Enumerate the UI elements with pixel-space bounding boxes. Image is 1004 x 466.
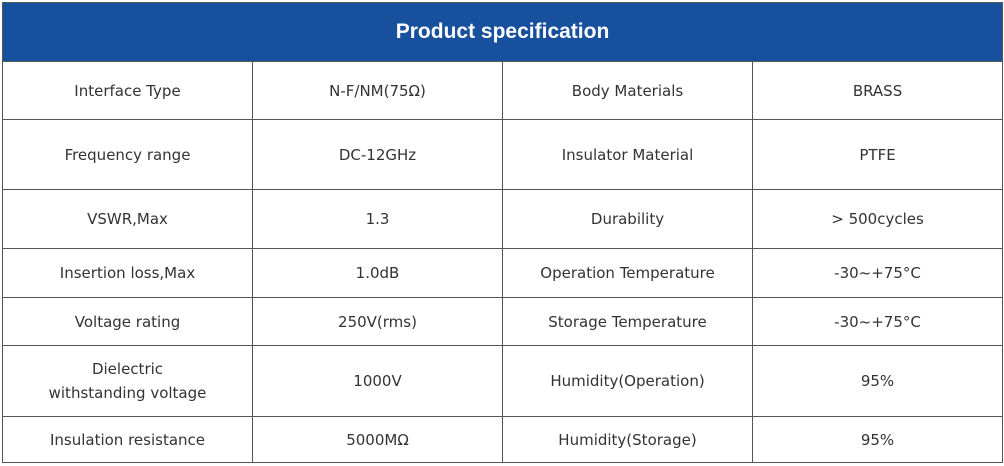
spec-value: 1.0dB	[252, 248, 503, 298]
spec-label: Dielectric withstanding voltage	[2, 345, 253, 417]
spec-label: Frequency range	[2, 119, 253, 190]
spec-value: BRASS	[751, 61, 1004, 120]
spec-value: N-F/NM(75Ω)	[252, 61, 503, 120]
spec-row: VSWR,Max 1.3 Durability > 500cycles	[2, 189, 1004, 249]
spec-value: 5000MΩ	[252, 416, 503, 463]
spec-value: 95%	[751, 345, 1004, 417]
spec-label: Interface Type	[2, 61, 253, 120]
spec-label: Voltage rating	[2, 297, 253, 346]
spec-label: Humidity(Storage)	[502, 416, 753, 463]
spec-row: Interface Type N-F/NM(75Ω) Body Materials B…	[2, 61, 1004, 120]
table-title: Product specification	[1, 2, 1004, 62]
spec-label: Insertion loss,Max	[2, 248, 253, 298]
spec-row: Dielectric withstanding voltage 1000V Humi…	[2, 345, 1004, 417]
spec-value: > 500cycles	[751, 189, 1004, 249]
spec-label: Body Materials	[502, 61, 753, 120]
spec-row: Insulation resistance 5000MΩ Humidity(Stor…	[2, 416, 1004, 463]
spec-row: Frequency range DC-12GHz Insulator Materia…	[2, 119, 1004, 190]
spec-label: Operation Temperature	[502, 248, 753, 298]
spec-label: VSWR,Max	[2, 189, 253, 249]
spec-label: Insulator Material	[502, 119, 753, 190]
spec-value: -30~+75°C	[751, 248, 1004, 298]
spec-label: Insulation resistance	[2, 416, 253, 463]
spec-value: 1.3	[252, 189, 503, 249]
spec-label: Storage Temperature	[502, 297, 753, 346]
spec-row: Voltage rating 250V(rms) Storage Temperatu…	[2, 297, 1004, 346]
header-row: Product specification	[1, 2, 1004, 62]
spec-label: Durability	[502, 189, 753, 249]
spec-label: Humidity(Operation)	[502, 345, 753, 417]
spec-value: 95%	[751, 416, 1004, 463]
spec-row: Insertion loss,Max 1.0dB Operation Tempera…	[2, 248, 1004, 298]
spec-value: 250V(rms)	[252, 297, 503, 346]
spec-value: -30~+75°C	[751, 297, 1004, 346]
table-body: Interface Type N-F/NM(75Ω) Body Materials B…	[2, 61, 1004, 463]
spec-value: 1000V	[252, 345, 503, 417]
spec-value: DC-12GHz	[252, 119, 503, 190]
spec-value: PTFE	[751, 119, 1004, 190]
